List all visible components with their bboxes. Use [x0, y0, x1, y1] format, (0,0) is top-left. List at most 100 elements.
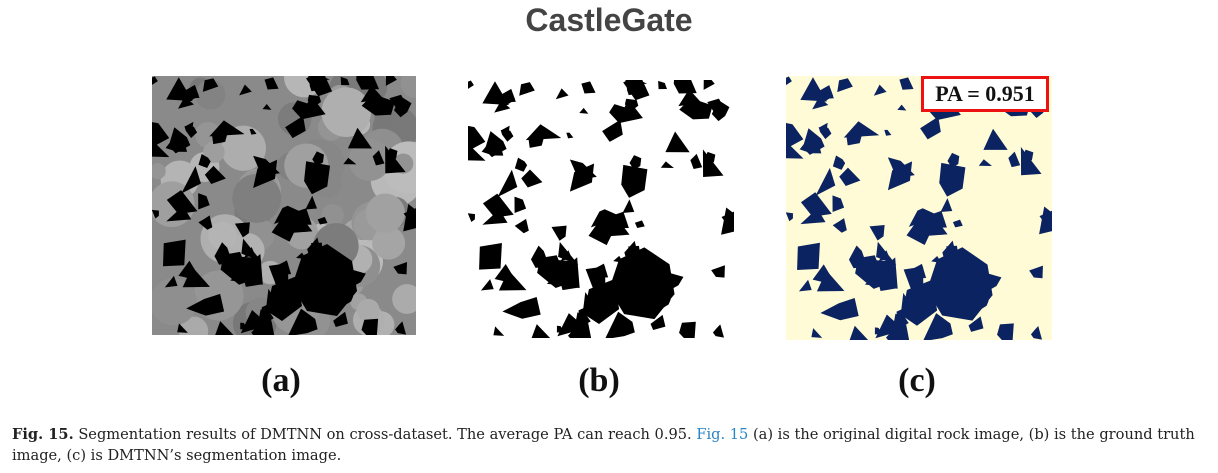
pore-region [876, 241, 897, 266]
pore-region [162, 239, 186, 267]
grain-region [372, 226, 406, 260]
pore-region [978, 159, 992, 167]
segmentation-mask [786, 76, 1052, 340]
grain-region [356, 298, 380, 322]
caption-text-2: (a) is the original digital rock image, … [12, 426, 1195, 464]
pore-region [360, 85, 384, 103]
grain-region [321, 87, 371, 137]
pore-region [389, 94, 407, 108]
grain-region [348, 138, 391, 181]
pore-region [347, 127, 373, 149]
pore-region [395, 321, 407, 335]
grain-region [232, 173, 282, 223]
pore-region [952, 219, 963, 228]
pore-region [385, 145, 406, 174]
caption-fig-label: Fig. 15. [12, 426, 74, 443]
pore-region [356, 76, 379, 90]
pore-region [385, 76, 397, 86]
pore-region [198, 153, 211, 169]
pore-region [815, 167, 836, 196]
pore-region [786, 212, 793, 222]
pore-region [468, 213, 475, 222]
pore-region [711, 265, 725, 278]
pore-region [569, 163, 595, 192]
pore-region [481, 139, 504, 156]
pore-region [623, 80, 650, 101]
pore-region [798, 279, 812, 292]
pore-region [482, 81, 509, 105]
pore-region [556, 325, 565, 333]
pore-region [884, 129, 892, 136]
pore-region [198, 193, 210, 210]
pore-region [811, 328, 823, 338]
pore-region [800, 192, 832, 217]
caption-figure-link[interactable]: Fig. 15 [696, 426, 749, 443]
pore-region [215, 321, 234, 335]
rock-texture [152, 76, 416, 335]
pore-region [546, 257, 580, 288]
pore-region [682, 326, 693, 335]
pore-region [306, 76, 333, 97]
pore-region [152, 122, 170, 148]
pore-region [257, 309, 274, 328]
grain-region [152, 163, 166, 180]
figure-title: CastleGate [525, 2, 693, 38]
pore-region [887, 161, 913, 191]
pore-region [317, 216, 328, 225]
panel-label-c: (c) [898, 362, 936, 399]
pore-region [819, 122, 828, 134]
pore-region [493, 326, 505, 336]
pore-region [702, 149, 724, 178]
pore-region [241, 238, 262, 262]
pore-region [185, 121, 194, 133]
pore-region [1020, 146, 1042, 176]
pore-region [403, 208, 416, 224]
pore-region [968, 316, 984, 332]
pore-region [1030, 326, 1043, 340]
pore-region [707, 98, 725, 112]
pore-region [204, 165, 226, 184]
pore-region [165, 136, 188, 152]
pore-region [583, 279, 620, 325]
pore-region [182, 266, 211, 288]
pore-region [152, 141, 170, 158]
pore-region [211, 129, 229, 145]
pore-region [514, 218, 529, 234]
pore-region [927, 247, 993, 321]
pore-region [947, 152, 960, 168]
pore-region [660, 161, 674, 169]
pore-region [799, 137, 822, 154]
pore-region [230, 253, 263, 285]
pore-region [800, 77, 827, 102]
pore-region [605, 311, 635, 338]
pore-region [152, 76, 158, 85]
pore-region [372, 150, 385, 166]
pore-region [468, 125, 486, 152]
pore-region [253, 159, 278, 189]
pore-region [506, 95, 516, 103]
pore-region [514, 157, 528, 172]
pore-region [869, 225, 885, 241]
pore-region [609, 104, 634, 122]
pore-region [521, 169, 543, 188]
pore-region [839, 167, 861, 187]
pore-region [181, 166, 201, 194]
pore-region [1039, 210, 1052, 227]
pore-region [690, 153, 703, 170]
pore-region [913, 213, 948, 236]
pore-region [340, 76, 350, 86]
pore-region [673, 80, 697, 94]
pore-region [678, 89, 702, 107]
grain-region [220, 125, 266, 171]
pore-region [899, 77, 914, 90]
pore-region [498, 270, 527, 291]
pore-region [901, 279, 938, 326]
pore-region [566, 132, 574, 139]
pore-region [292, 244, 357, 316]
pore-region [240, 322, 248, 330]
pore-region [480, 279, 494, 291]
pore-region [849, 325, 869, 340]
pore-region [365, 323, 375, 332]
pore-region [152, 209, 159, 219]
pore-region [528, 133, 546, 148]
